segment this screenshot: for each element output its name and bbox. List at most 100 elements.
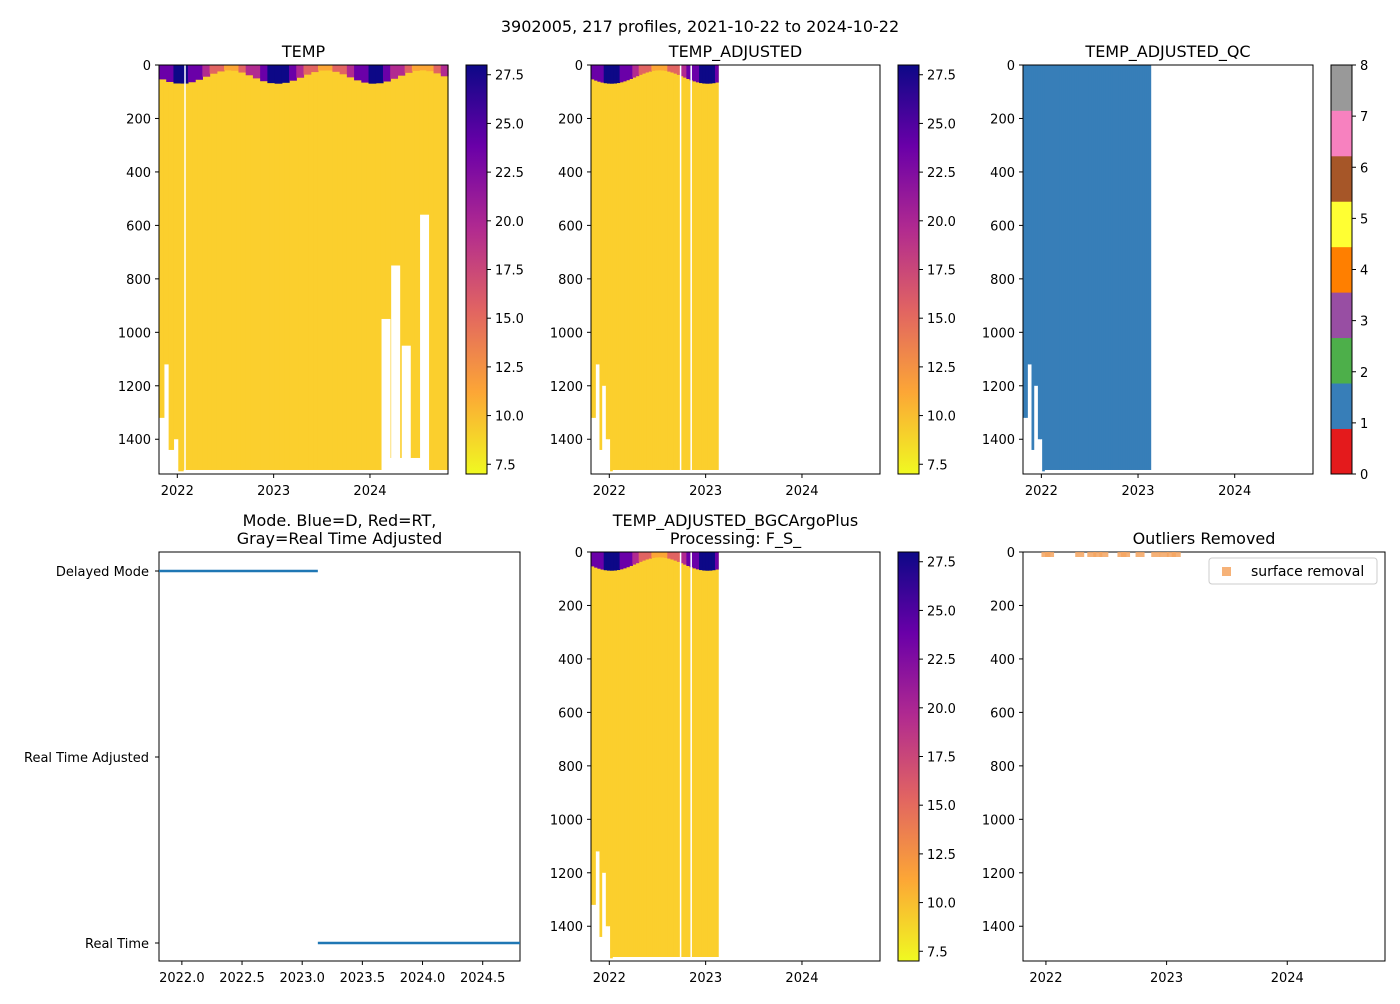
profile-strip [658, 65, 662, 470]
x-tick-label: 2024 [785, 971, 818, 986]
surface-layer [325, 65, 333, 71]
surface-layer [597, 65, 602, 82]
profile-strip [694, 65, 698, 470]
profile-strip [699, 552, 702, 957]
colorbar-segment [1331, 292, 1352, 339]
surface-layer [673, 552, 678, 561]
y-tick-label: 0 [143, 59, 151, 74]
outlier-point [1093, 552, 1103, 557]
profile-strip [1037, 65, 1041, 440]
profile-strip [711, 65, 715, 470]
profile-strip [178, 65, 184, 472]
surface-layer [404, 65, 413, 73]
profile-strip [605, 552, 609, 927]
colorbar-tick-label: 22.5 [927, 653, 956, 668]
surface-layer [676, 65, 681, 75]
outlier-point [1166, 552, 1176, 557]
profile-strip [690, 65, 694, 470]
profile-strip [1029, 65, 1033, 365]
profile-strip [599, 552, 603, 937]
y-tick-label: 1000 [982, 326, 1015, 341]
surface-layer [281, 65, 290, 83]
surface-layer [629, 552, 633, 566]
axes-title: TEMP [281, 42, 326, 61]
profile-strip [356, 65, 362, 470]
surface-layer [613, 552, 618, 571]
profile-strip [1133, 65, 1137, 470]
surface-layer [629, 65, 633, 79]
profile-strip [654, 552, 658, 957]
surface-layer [660, 552, 665, 558]
surface-layer [390, 65, 399, 79]
y-tick-label: 200 [126, 112, 151, 127]
profile-strip [650, 65, 654, 470]
profile-strip [1033, 65, 1037, 386]
surface-layer [676, 552, 681, 562]
profile-strip [1127, 65, 1130, 470]
surface-layer [339, 65, 348, 75]
profile-strip [614, 65, 618, 470]
profile-strip [240, 65, 247, 470]
colorbar-segment [1331, 383, 1352, 429]
profile-strip [1042, 65, 1045, 472]
outlier-point [1087, 552, 1097, 557]
surface-layer [610, 65, 614, 84]
profile-strip [1103, 65, 1107, 470]
surface-layer [245, 65, 254, 76]
y-tick-label: 1400 [550, 920, 583, 935]
y-tick-label: 800 [990, 273, 1015, 288]
surface-layer [397, 65, 406, 76]
profile-strip [624, 552, 628, 957]
y-tick-label: 800 [558, 760, 583, 775]
surface-layer [382, 65, 391, 82]
profile-strip [1054, 65, 1058, 470]
profile-strip [1144, 65, 1147, 470]
profile-strip [274, 65, 281, 470]
profile-strip [438, 65, 444, 470]
profile-strip [370, 65, 377, 470]
axes-frame [158, 64, 449, 475]
profile-strip [599, 65, 603, 450]
colorbar-segment [1331, 246, 1352, 293]
colorbar-tick-label: 20.0 [927, 215, 956, 230]
profile-strip [607, 65, 611, 440]
y-tick-label: 800 [126, 273, 151, 288]
y-tick-label: 200 [558, 112, 583, 127]
surface-layer [195, 65, 203, 80]
surface-layer [354, 65, 362, 81]
colorbar-tick-label: 15.0 [927, 799, 956, 814]
panel-temp-bgc: 0 200 400 600 800 1000 1200 1400 2022 2023 2024 7.5… [550, 511, 956, 986]
surface-layer [648, 552, 653, 559]
profile-strip [618, 552, 622, 957]
surface-layer [209, 65, 218, 74]
profile-strip [595, 65, 598, 365]
profile-strip [627, 552, 630, 957]
profile-strip [641, 65, 645, 470]
profile-strip [1097, 65, 1101, 470]
profile-strip [593, 65, 596, 418]
profile-strip [663, 552, 666, 957]
y-tick-label: 400 [990, 653, 1015, 668]
profile-strip [688, 552, 692, 957]
profile-strip [631, 65, 634, 470]
surface-layer [616, 65, 621, 84]
profile-strip [250, 65, 256, 470]
axes-title: TEMP_ADJUSTED_BGCArgoPlus [612, 511, 858, 531]
profile-strip [1080, 65, 1084, 470]
x-tick-label: 2023 [257, 484, 290, 499]
profile-strip [591, 552, 594, 905]
profile-strip [694, 552, 698, 957]
surface-layer [440, 65, 449, 77]
surface-layer [667, 552, 672, 559]
surface-layer [641, 552, 646, 561]
profile-strip [1044, 65, 1047, 470]
surface-layer [433, 65, 442, 74]
profile-strip [202, 65, 208, 470]
surface-layer [622, 65, 627, 82]
profile-strip [646, 65, 649, 470]
profile-strip [428, 65, 435, 470]
x-tick-label: 2022.5 [219, 971, 265, 986]
y-tick-label: 400 [558, 166, 583, 181]
axes-title: TEMP_ADJUSTED [668, 42, 802, 62]
